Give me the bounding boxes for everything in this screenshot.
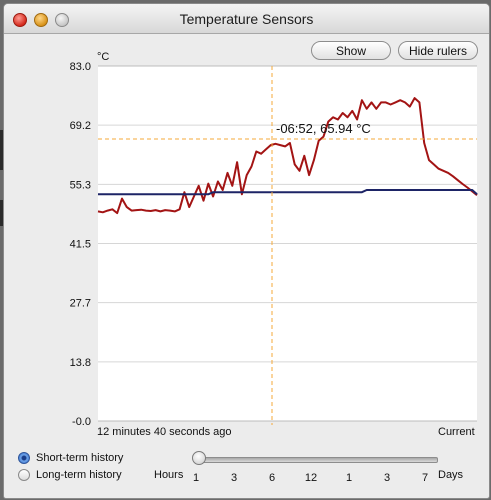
long-term-history-option[interactable]: Long-term history: [18, 468, 122, 482]
unit-label: °C: [97, 51, 109, 63]
slider-tick-label: 1: [345, 472, 353, 484]
temperature-chart[interactable]: 83.0 69.2 55.3 41.5 27.7 13.8 -0.0 °C -06:52, …: [4, 4, 489, 498]
slider-tick-label: 6: [268, 472, 276, 484]
series-group: [97, 97, 478, 215]
y-tick-label: 55.3: [70, 179, 91, 191]
hours-label: Hours: [154, 469, 184, 481]
slider-tick-label: 7: [421, 472, 429, 484]
y-tick-label: 41.5: [70, 239, 91, 251]
slider-tick-label: 3: [230, 472, 238, 484]
minimize-button[interactable]: [34, 13, 48, 27]
y-tick-label: 27.7: [70, 298, 91, 310]
y-tick-label: 13.8: [70, 357, 91, 369]
cursor-readout: -06:52, 65.94 °C: [276, 121, 371, 136]
sensor-line-blue: [98, 189, 478, 196]
long-term-label: Long-term history: [36, 469, 122, 481]
y-tick-label: 69.2: [70, 120, 91, 132]
x-end-label: Current: [438, 426, 475, 438]
days-label: Days: [438, 469, 464, 481]
y-axis-ticks: 83.0 69.2 55.3 41.5 27.7 13.8 -0.0: [70, 61, 91, 428]
slider-tick-label: 3: [383, 472, 391, 484]
long-term-radio[interactable]: [18, 469, 30, 481]
short-term-history-option[interactable]: Short-term history: [18, 451, 123, 465]
range-slider-knob[interactable]: [192, 451, 206, 465]
title-bar[interactable]: Temperature Sensors: [4, 4, 489, 34]
y-tick-label: 83.0: [70, 61, 91, 73]
y-tick-label: -0.0: [72, 416, 91, 428]
close-button[interactable]: [13, 13, 27, 27]
hide-rulers-button[interactable]: Hide rulers: [398, 41, 478, 60]
short-term-radio[interactable]: [18, 452, 30, 464]
slider-tick-label: 1: [192, 472, 200, 484]
slider-tick-label: 12: [304, 472, 318, 484]
temperature-sensors-window: Temperature Sensors Show colors Hide rul…: [3, 3, 490, 499]
x-start-label: 12 minutes 40 seconds ago: [97, 426, 232, 438]
window-title: Temperature Sensors: [179, 11, 314, 27]
sensor-line-red: [97, 97, 478, 215]
zoom-button[interactable]: [55, 13, 69, 27]
short-term-label: Short-term history: [36, 452, 124, 464]
range-slider-track[interactable]: [196, 457, 438, 463]
grid-lines: [98, 65, 477, 422]
